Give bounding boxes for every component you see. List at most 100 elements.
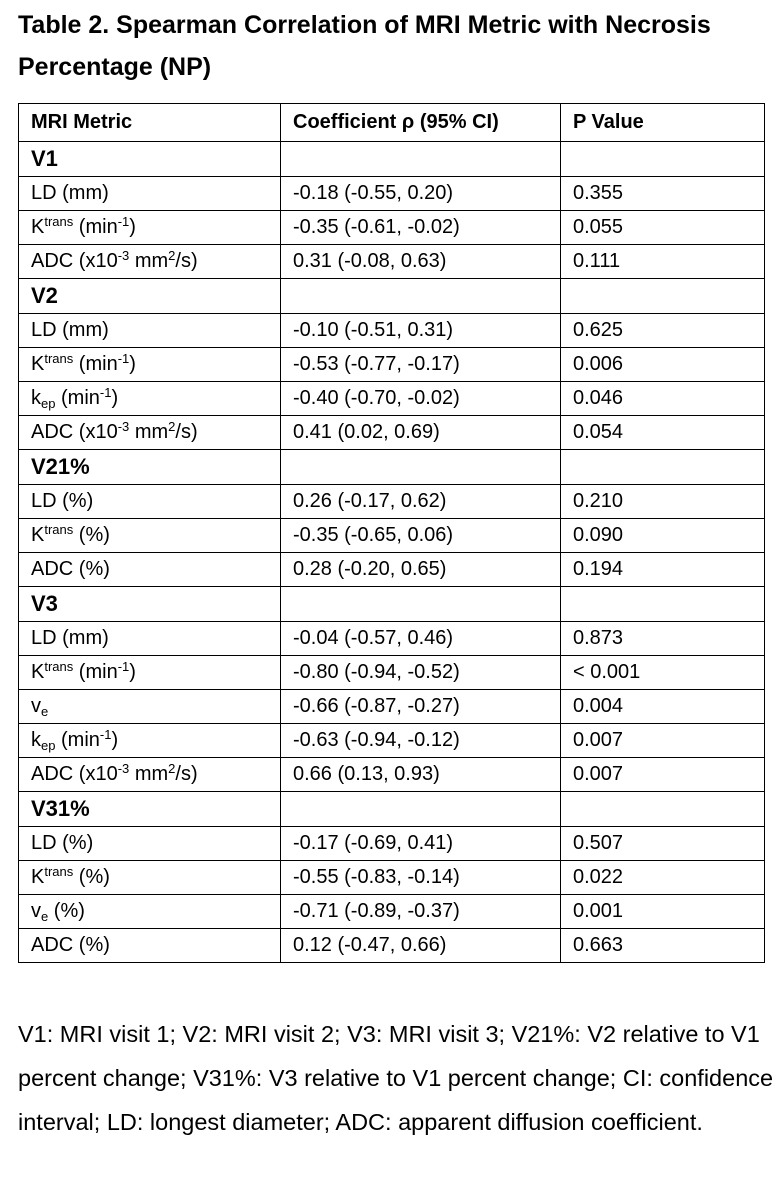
group-row: V2	[18, 278, 765, 314]
coefficient-cell: -0.35 (-0.61, -0.02)	[280, 210, 561, 245]
metric-cell: Ktrans (%)	[18, 518, 281, 553]
group-label: V3	[18, 586, 281, 622]
metric-text: /s)	[175, 250, 198, 272]
table-title: Table 2. Spearman Correlation of MRI Met…	[18, 11, 711, 81]
p-value-cell: 0.111	[560, 244, 765, 279]
metric-text: 2	[168, 761, 176, 776]
coefficient-cell: -0.66 (-0.87, -0.27)	[280, 689, 561, 724]
p-value-cell: 0.004	[560, 689, 765, 724]
metric-cell: Ktrans (%)	[18, 860, 281, 895]
metric-text: (%)	[73, 524, 110, 546]
data-row: ADC (x10-3 mm2/s) 0.41 (0.02, 0.69) 0.054	[18, 415, 765, 450]
p-value-cell: 0.663	[560, 928, 765, 963]
group-label: V2	[18, 278, 281, 314]
data-row: kep (min-1) -0.40 (-0.70, -0.02) 0.046	[18, 381, 765, 416]
metric-text: 2	[168, 419, 176, 434]
metric-text: K	[31, 216, 45, 238]
data-row: ADC (x10-3 mm2/s) 0.31 (-0.08, 0.63) 0.111	[18, 244, 765, 279]
metric-text: LD (mm)	[31, 182, 109, 204]
metric-text: mm	[129, 763, 169, 785]
coefficient-cell: -0.04 (-0.57, 0.46)	[280, 621, 561, 656]
p-value-cell: 0.007	[560, 757, 765, 792]
metric-text: /s)	[175, 421, 198, 443]
metric-text: -1	[99, 385, 112, 400]
metric-text: ADC (x10	[31, 763, 118, 785]
metric-text: (min	[55, 729, 100, 751]
group-row: V3	[18, 586, 765, 622]
data-row: kep (min-1) -0.63 (-0.94, -0.12) 0.007	[18, 723, 765, 758]
data-row: ve (%) -0.71 (-0.89, -0.37) 0.001	[18, 894, 765, 929]
coefficient-cell: 0.12 (-0.47, 0.66)	[280, 928, 561, 963]
metric-text: -3	[117, 419, 130, 434]
empty-cell	[280, 791, 561, 827]
metric-text: LD (%)	[31, 490, 94, 512]
p-value-cell: 0.001	[560, 894, 765, 929]
coefficient-cell: -0.63 (-0.94, -0.12)	[280, 723, 561, 758]
correlation-table: MRI Metric Coefficient ρ (95% CI) P Valu…	[18, 103, 765, 963]
metric-text: LD (%)	[31, 832, 94, 854]
metric-text: LD (mm)	[31, 319, 109, 341]
p-value-cell: 0.507	[560, 826, 765, 861]
p-value-cell: < 0.001	[560, 655, 765, 690]
metric-text: v	[31, 695, 41, 717]
metric-cell: ve	[18, 689, 281, 724]
p-value-cell: 0.046	[560, 381, 765, 416]
header-cell: MRI Metric	[18, 103, 281, 142]
metric-cell: LD (%)	[18, 826, 281, 861]
data-row: Ktrans (min-1) -0.80 (-0.94, -0.52) < 0.00…	[18, 655, 765, 690]
empty-cell	[280, 278, 561, 314]
metric-cell: kep (min-1)	[18, 381, 281, 416]
empty-cell	[560, 586, 765, 622]
coefficient-cell: 0.26 (-0.17, 0.62)	[280, 484, 561, 519]
metric-text: ADC (x10	[31, 421, 118, 443]
group-label: V31%	[18, 791, 281, 827]
metric-cell: LD (%)	[18, 484, 281, 519]
data-row: LD (mm) -0.10 (-0.51, 0.31) 0.625	[18, 313, 765, 348]
metric-text: )	[111, 729, 119, 751]
coefficient-cell: -0.35 (-0.65, 0.06)	[280, 518, 561, 553]
data-row: ADC (%) 0.12 (-0.47, 0.66) 0.663	[18, 928, 765, 963]
p-value-cell: 0.006	[560, 347, 765, 382]
metric-text: -1	[117, 214, 130, 229]
metric-text: )	[129, 353, 136, 375]
metric-text: v	[31, 900, 41, 922]
metric-text: ep	[41, 396, 56, 411]
metric-text: e	[41, 909, 49, 924]
coefficient-cell: 0.28 (-0.20, 0.65)	[280, 552, 561, 587]
coefficient-cell: 0.41 (0.02, 0.69)	[280, 415, 561, 450]
p-value-cell: 0.873	[560, 621, 765, 656]
group-row: V21%	[18, 449, 765, 485]
empty-cell	[280, 586, 561, 622]
coefficient-cell: -0.17 (-0.69, 0.41)	[280, 826, 561, 861]
header-cell: Coefficient ρ (95% CI)	[280, 103, 561, 142]
data-row: LD (%) 0.26 (-0.17, 0.62) 0.210	[18, 484, 765, 519]
header-cell: P Value	[560, 103, 765, 142]
p-value-cell: 0.355	[560, 176, 765, 211]
metric-text: )	[111, 387, 119, 409]
metric-text: K	[31, 866, 45, 888]
metric-cell: LD (mm)	[18, 176, 281, 211]
empty-cell	[560, 791, 765, 827]
metric-text: /s)	[175, 763, 198, 785]
data-row: Ktrans (min-1) -0.53 (-0.77, -0.17) 0.006	[18, 347, 765, 382]
group-row: V31%	[18, 791, 765, 827]
metric-cell: ADC (%)	[18, 928, 281, 963]
metric-cell: Ktrans (min-1)	[18, 347, 281, 382]
metric-text: 2	[168, 248, 176, 263]
group-row: V1	[18, 141, 765, 177]
metric-cell: Ktrans (min-1)	[18, 655, 281, 690]
metric-text: e	[41, 704, 49, 719]
metric-text: ADC (%)	[31, 558, 110, 580]
data-row: LD (mm) -0.18 (-0.55, 0.20) 0.355	[18, 176, 765, 211]
metric-text: trans	[44, 659, 74, 674]
metric-text: k	[31, 729, 41, 751]
metric-cell: kep (min-1)	[18, 723, 281, 758]
p-value-cell: 0.007	[560, 723, 765, 758]
coefficient-cell: -0.80 (-0.94, -0.52)	[280, 655, 561, 690]
metric-text: ADC (x10	[31, 250, 118, 272]
p-value-cell: 0.022	[560, 860, 765, 895]
metric-text: (%)	[48, 900, 85, 922]
empty-cell	[280, 141, 561, 177]
table-body: V1 LD (mm) -0.18 (-0.55, 0.20) 0.355 Ktrans …	[18, 141, 765, 963]
metric-text: trans	[44, 214, 74, 229]
